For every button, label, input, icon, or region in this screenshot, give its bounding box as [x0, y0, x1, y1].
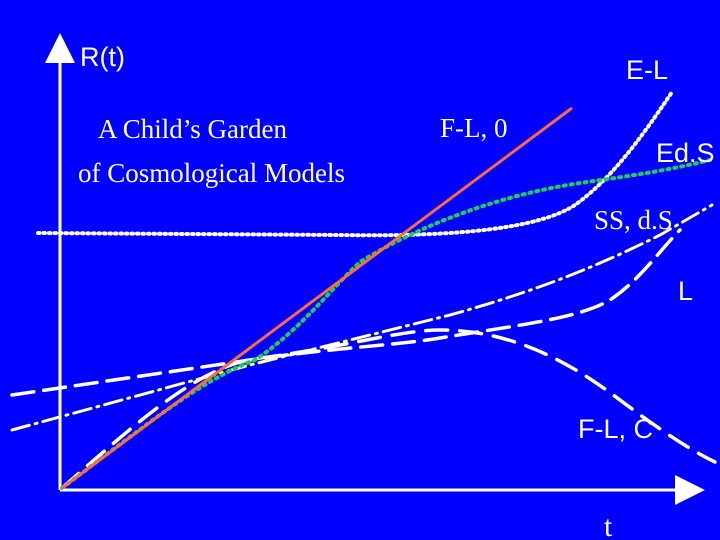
- label-eds: Ed.S: [656, 138, 715, 168]
- curve-ss-ds-overlay: [11, 204, 713, 431]
- y-axis-label: R(t): [80, 42, 125, 72]
- label-l: L: [678, 276, 694, 306]
- label-f-l-0: F-L, 0: [440, 113, 508, 143]
- curve-f-l-0: [61, 106, 573, 490]
- curve-ss-ds: [10, 203, 714, 432]
- curve-l: [10, 228, 682, 397]
- label-ss-ds: SS, d.S: [594, 205, 673, 235]
- x-axis-label: t: [604, 510, 613, 540]
- curve-f-l-c: [60, 328, 717, 490]
- label-e-l: E-L: [626, 55, 669, 85]
- label-f-l-c: F-L, C: [578, 414, 654, 444]
- title-line-1: A Child’s Garden: [98, 114, 287, 144]
- curve-e-l: [36, 90, 674, 238]
- title-line-2: of Cosmological Models: [78, 158, 345, 188]
